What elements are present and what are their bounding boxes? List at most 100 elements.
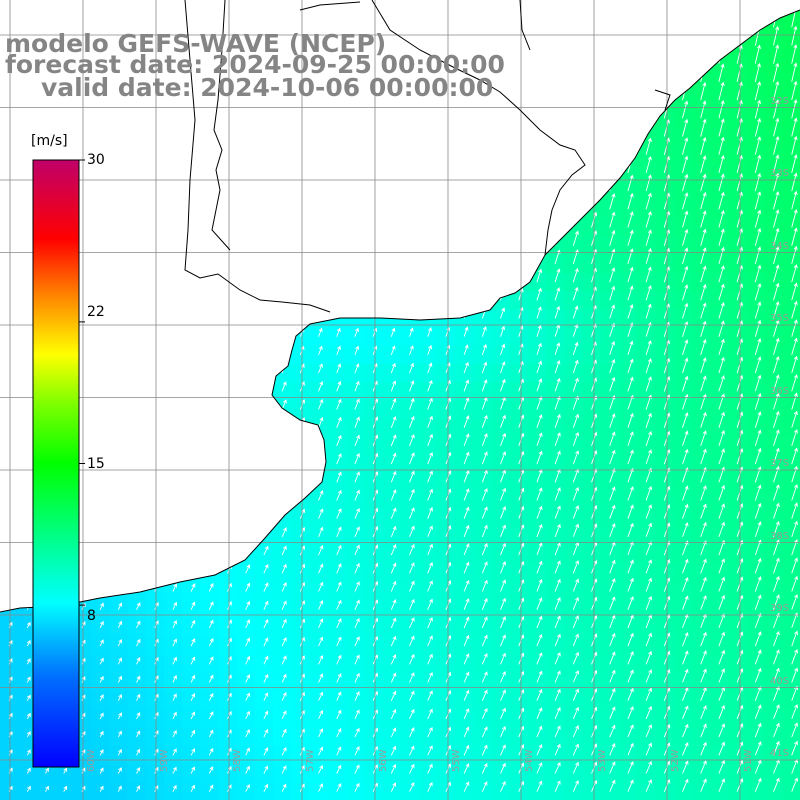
wind-speed-cell [436, 327, 456, 347]
wind-speed-cell [436, 527, 456, 547]
wind-speed-cell [364, 527, 383, 547]
wind-arrow [336, 453, 342, 465]
wind-speed-cell [455, 600, 474, 620]
wind-arrow [63, 767, 68, 774]
wind-speed-cell [527, 491, 547, 511]
wind-arrow [26, 694, 31, 701]
wind-arrow [700, 430, 707, 447]
wind-arrow [791, 44, 798, 64]
wind-arrow [645, 284, 652, 301]
wind-speed-cell [91, 673, 110, 693]
wind-speed-cell [728, 145, 747, 165]
wind-speed-cell [600, 673, 620, 693]
wind-speed-cell [491, 746, 511, 765]
wind-arrow [427, 362, 433, 374]
wind-speed-cell [746, 364, 765, 383]
wind-speed-cell [491, 436, 511, 456]
wind-arrow [554, 342, 561, 356]
wind-arrow [572, 267, 579, 283]
wind-speed-cell [746, 582, 765, 602]
wind-arrow [409, 708, 415, 720]
wind-speed-cell [218, 618, 238, 638]
wind-arrow [791, 300, 798, 319]
wind-speed-cell [400, 382, 420, 401]
wind-speed-cell [109, 655, 128, 674]
wind-arrow [791, 777, 799, 792]
wind-arrow [481, 707, 488, 720]
wind-speed-cell [728, 473, 747, 492]
wind-speed-cell [709, 618, 729, 638]
wind-speed-cell [236, 655, 256, 674]
wind-speed-cell [436, 691, 456, 711]
wind-speed-cell [582, 291, 602, 310]
wind-speed-cell [728, 327, 747, 347]
wind-arrow [791, 649, 799, 665]
wind-speed-cell [236, 564, 256, 583]
wind-speed-cell [473, 473, 492, 492]
wind-speed-cell [655, 345, 674, 365]
wind-arrow [700, 723, 707, 738]
wind-speed-cell [746, 637, 765, 656]
wind-speed-cell [728, 236, 747, 256]
wind-speed-cell [91, 764, 110, 784]
wind-speed-cell [527, 327, 547, 347]
wind-arrow [572, 743, 579, 756]
wind-speed-cell [527, 382, 547, 401]
wind-speed-cell [0, 655, 19, 674]
wind-speed-cell [455, 728, 474, 747]
wind-speed-cell [764, 655, 784, 674]
wind-speed-cell [709, 527, 729, 547]
wind-arrow [773, 484, 780, 501]
wind-arrow [754, 191, 762, 210]
wind-arrow [718, 246, 725, 265]
wind-arrow [354, 363, 360, 374]
wind-speed-cell [691, 764, 711, 784]
wind-speed-cell [182, 709, 201, 729]
wind-speed-cell [782, 163, 800, 183]
wind-arrow [536, 615, 543, 629]
wind-speed-cell [728, 273, 747, 292]
wind-arrow [700, 668, 707, 683]
wind-arrow [754, 741, 762, 756]
wind-speed-cell [18, 728, 37, 747]
wind-arrow [336, 508, 342, 519]
wind-arrow [700, 228, 707, 246]
wind-speed-cell [345, 709, 365, 729]
wind-speed-cell [655, 673, 674, 693]
wind-arrow [245, 692, 250, 701]
wind-arrow [500, 524, 507, 538]
wind-speed-cell [764, 436, 784, 456]
wind-arrow [791, 685, 799, 701]
wind-speed-cell [382, 345, 401, 365]
wind-speed-cell [600, 327, 620, 347]
wind-speed-cell [400, 691, 420, 711]
wind-speed-cell [673, 527, 693, 547]
wind-arrow [791, 25, 798, 46]
wind-arrow [281, 600, 287, 610]
wind-arrow [572, 377, 579, 392]
wind-arrow [554, 542, 561, 556]
wind-arrow [336, 636, 342, 647]
wind-arrow [390, 654, 397, 665]
wind-speed-cell [473, 400, 492, 420]
wind-speed-cell [491, 600, 511, 620]
wind-arrow [136, 693, 141, 701]
wind-speed-cell [382, 564, 401, 583]
wind-speed-cell [509, 509, 529, 529]
wind-speed-cell [382, 546, 401, 565]
wind-arrow [682, 503, 689, 519]
wind-arrow [427, 433, 433, 447]
wind-arrow [136, 712, 141, 720]
wind-speed-cell [382, 400, 401, 420]
wind-arrow [390, 763, 397, 774]
wind-speed-cell [218, 673, 238, 693]
wind-speed-cell [691, 546, 711, 565]
wind-arrow [481, 726, 488, 738]
wind-arrow [572, 706, 579, 720]
wind-arrow [627, 431, 634, 447]
wind-arrow [754, 356, 762, 374]
wind-speed-cell [691, 382, 711, 401]
wind-speed-cell [509, 655, 529, 674]
wind-arrow [700, 265, 707, 283]
wind-speed-cell [527, 436, 547, 456]
